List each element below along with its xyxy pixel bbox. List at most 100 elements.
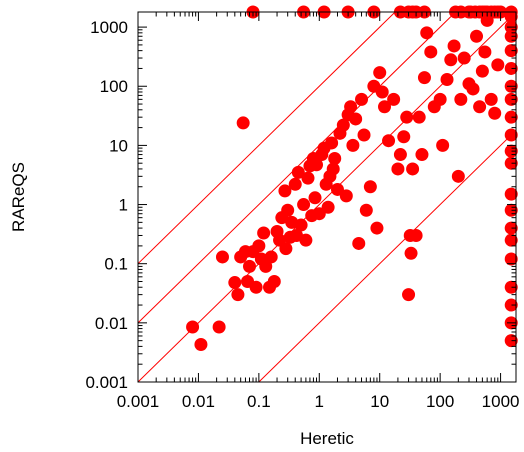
data-point <box>297 198 311 212</box>
y-tick-label: 0.1 <box>104 255 128 274</box>
data-point <box>457 51 471 65</box>
data-point <box>264 250 278 264</box>
data-point <box>504 187 518 201</box>
data-point <box>420 26 434 40</box>
data-point <box>470 29 484 43</box>
data-point <box>336 118 350 132</box>
data-point <box>466 82 480 96</box>
y-tick-label: 1000 <box>90 18 128 37</box>
data-point <box>375 85 389 99</box>
data-point <box>301 171 315 185</box>
y-tick-label: 0.01 <box>95 314 128 333</box>
data-point <box>252 239 266 253</box>
y-tick-label: 0.001 <box>85 373 128 392</box>
data-point <box>186 320 200 334</box>
y-tick-label: 100 <box>100 77 128 96</box>
y-tick-label: 1 <box>119 196 128 215</box>
x-tick-label: 0.1 <box>247 392 271 411</box>
data-point <box>370 221 384 235</box>
data-point <box>249 280 263 294</box>
data-point <box>504 298 518 312</box>
data-point <box>504 44 518 58</box>
data-point <box>279 242 293 256</box>
data-point <box>346 138 360 152</box>
x-tick-label: 1000 <box>482 392 520 411</box>
data-point <box>451 169 465 183</box>
data-point <box>236 116 250 130</box>
data-point <box>363 180 377 194</box>
data-point <box>326 162 340 176</box>
data-point <box>473 100 487 114</box>
data-point <box>212 320 226 334</box>
reference-lines <box>137 11 517 383</box>
x-axis-tick-labels: 0.001 0.01 0.1 1 10 100 1000 <box>117 392 520 411</box>
data-point <box>504 280 518 294</box>
data-point <box>393 148 407 162</box>
data-point <box>397 130 411 144</box>
data-point <box>215 250 229 264</box>
data-point <box>339 189 353 203</box>
data-point <box>504 92 518 106</box>
data-point <box>257 226 271 240</box>
data-point <box>391 162 405 176</box>
y-axis-title: RAReQS <box>9 162 28 232</box>
data-point <box>433 92 447 106</box>
data-point <box>242 259 256 273</box>
data-point <box>491 58 505 72</box>
data-point <box>504 128 518 142</box>
data-point <box>402 288 416 302</box>
x-tick-label: 0.01 <box>182 392 215 411</box>
data-point <box>357 128 371 142</box>
data-point <box>281 203 295 217</box>
data-point <box>299 233 313 247</box>
data-point <box>488 106 502 120</box>
reference-line-2 <box>137 11 517 383</box>
data-point <box>424 45 438 59</box>
data-point <box>454 92 468 106</box>
data-point <box>278 184 292 198</box>
data-point <box>228 276 242 290</box>
data-point <box>291 165 305 179</box>
data-point <box>310 158 324 172</box>
data-point <box>328 152 342 166</box>
x-tick-label: 100 <box>426 392 454 411</box>
data-point <box>440 73 454 87</box>
data-point <box>504 334 518 348</box>
data-point <box>417 71 431 85</box>
data-point <box>359 203 373 217</box>
data-point <box>308 191 322 205</box>
data-point <box>382 134 396 148</box>
data-point <box>504 156 518 170</box>
axis-ticks <box>137 12 516 383</box>
data-point <box>484 92 498 106</box>
data-point <box>504 10 518 24</box>
data-points <box>186 5 518 352</box>
plot-frame <box>137 11 517 383</box>
data-point <box>504 252 518 266</box>
data-point <box>259 259 273 273</box>
x-tick-label: 0.001 <box>117 392 160 411</box>
data-point <box>444 53 458 67</box>
data-point <box>231 288 245 302</box>
data-point <box>288 177 302 191</box>
data-point <box>406 162 420 176</box>
data-point <box>447 39 461 53</box>
data-point <box>412 110 426 124</box>
reference-line-3 <box>258 129 517 383</box>
data-point <box>355 92 369 106</box>
y-axis-tick-labels: 0.001 0.01 0.1 1 10 100 1000 <box>85 18 128 392</box>
data-point <box>504 233 518 247</box>
data-point <box>504 110 518 124</box>
data-point <box>325 136 339 150</box>
x-tick-label: 1 <box>315 392 324 411</box>
data-point <box>415 148 429 162</box>
data-point <box>321 200 335 214</box>
data-point <box>475 64 489 78</box>
data-point <box>294 218 308 232</box>
data-point <box>404 246 418 260</box>
y-tick-label: 10 <box>109 136 128 155</box>
data-point <box>344 100 358 114</box>
data-point <box>267 275 281 289</box>
x-axis-title: Heretic <box>300 429 354 448</box>
